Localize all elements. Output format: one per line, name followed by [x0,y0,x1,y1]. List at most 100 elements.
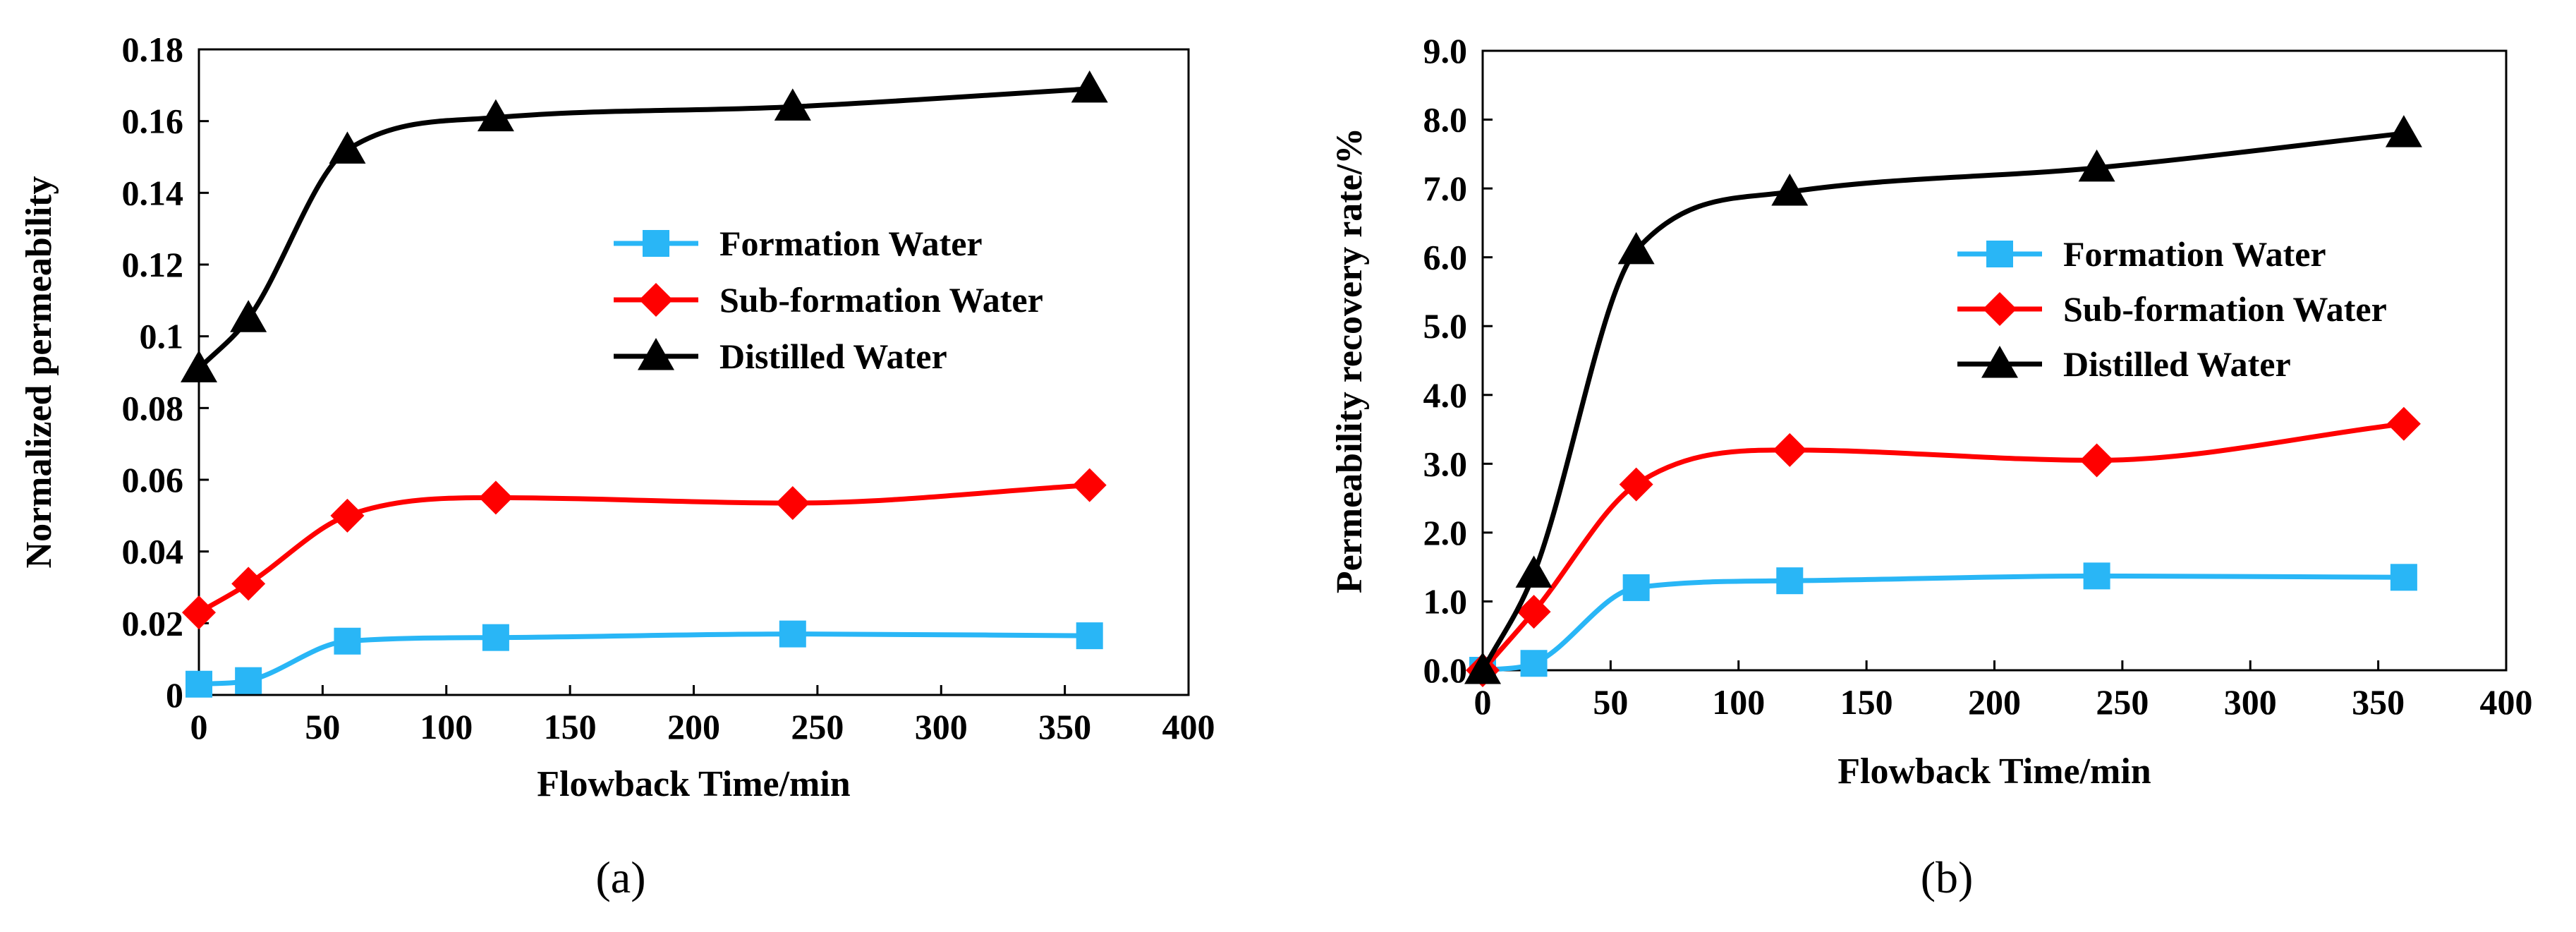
x-tick-label: 250 [791,707,844,746]
data-point [2390,564,2417,591]
data-point [1776,567,1804,595]
legend-marker [1986,241,2013,267]
x-tick-label: 200 [1968,682,2021,722]
legend-label: Formation Water [719,224,983,263]
data-point [477,99,514,132]
x-tick-label: 200 [667,707,720,746]
series-line [1480,131,2405,672]
data-point [181,350,217,382]
y-tick-label: 2.0 [1423,513,1468,552]
series-distilled-water [1464,115,2422,684]
legend-marker [1981,346,2018,378]
y-tick-label: 0.04 [122,532,184,571]
y-tick-label: 0.0 [1423,650,1468,690]
y-tick-label: 0.06 [122,460,184,500]
x-tick-label: 100 [1712,682,1765,722]
data-point [230,300,267,332]
data-point [1071,70,1108,103]
x-tick-label: 150 [544,707,597,746]
series-formation-water [186,620,1103,698]
series-line [1481,421,2405,672]
x-tick-label: 300 [915,707,968,746]
y-tick-label: 3.0 [1423,444,1468,483]
legend-entry: Formation Water [614,224,983,263]
y-tick-label: 0.14 [122,173,184,212]
data-point [1520,650,1548,677]
data-point [1622,574,1650,601]
data-point [182,595,216,630]
x-tick-label: 50 [305,707,340,746]
data-point [1076,622,1103,650]
data-point [482,624,509,651]
y-tick-label: 6.0 [1423,238,1468,277]
legend-entry: Distilled Water [614,337,947,376]
x-axis-title: Flowback Time/min [537,764,851,804]
series-sub-formation-water [182,468,1107,630]
data-point [186,670,212,698]
y-tick-label: 0.16 [122,102,184,141]
data-point [1517,595,1551,629]
chart-panel-1: 0 50 100 150 200 250 300 350 400 0 0.02 0.04 0.06 0.0… [19,30,1215,902]
x-tick-label: 300 [2224,682,2277,722]
x-tick-label: 350 [1038,707,1091,746]
x-tick-label: 0 [190,707,208,746]
legend-label: Sub-formation Water [719,280,1043,320]
data-point [329,131,366,164]
legend-marker [1983,292,2017,326]
data-point [2385,115,2422,147]
series-line [198,631,1090,687]
legend-label: Distilled Water [719,337,947,376]
data-point [2083,562,2110,590]
chart-panel-2: 0 50 100 150 200 250 300 350 400 0.0 1.0 2.0 3.0 4.0 5… [1330,31,2533,902]
data-point [2386,406,2421,441]
data-point [779,620,806,648]
y-axis-title: Normalized permeability [19,176,59,569]
y-tick-label: 0.02 [122,603,184,643]
x-tick-label: 0 [1474,682,1492,722]
legend-label: Formation Water [2063,234,2326,274]
panel-label: (b) [1921,852,1974,902]
series-sub-formation-water [1466,406,2421,687]
x-axis-title: Flowback Time/min [1837,751,2151,792]
legend-label: Sub-formation Water [2063,289,2387,329]
series-distilled-water [181,70,1108,382]
y-tick-label: 9.0 [1423,31,1468,71]
data-point [231,567,266,601]
y-tick-label: 1.0 [1423,581,1468,621]
data-point [2079,443,2114,478]
y-tick-label: 0.12 [122,245,184,284]
series-line [198,483,1090,615]
x-tick-label: 100 [420,707,473,746]
series-line [1482,573,2404,673]
data-point [478,480,513,515]
data-point [1464,652,1501,684]
legend-marker [638,338,674,370]
data-point [2078,149,2115,182]
data-point [1515,555,1553,588]
y-tick-label: 4.0 [1423,375,1468,415]
data-point [1771,173,1809,206]
y-tick-label: 7.0 [1423,169,1468,208]
data-point [334,627,361,655]
data-point [1617,231,1655,265]
y-tick-label: 0.18 [122,30,184,69]
x-tick-label: 400 [2480,682,2533,722]
legend-entry: Distilled Water [1957,344,2291,384]
y-tick-label: 0 [166,675,183,715]
data-point [774,88,811,121]
x-tick-label: 250 [2096,682,2149,722]
x-tick-label: 50 [1593,682,1628,722]
legend-entry: Sub-formation Water [614,280,1043,320]
y-axis-title: Permeability recovery rate/% [1330,128,1370,593]
legend-label: Distilled Water [2063,344,2291,384]
legend-entry: Sub-formation Water [1957,289,2387,329]
data-point [1773,432,1807,467]
y-tick-label: 0.08 [122,388,184,428]
x-tick-label: 400 [1162,707,1215,746]
y-tick-label: 5.0 [1423,306,1468,346]
x-tick-label: 350 [2352,682,2405,722]
data-point [775,486,810,521]
y-tick-label: 0.1 [140,317,184,356]
